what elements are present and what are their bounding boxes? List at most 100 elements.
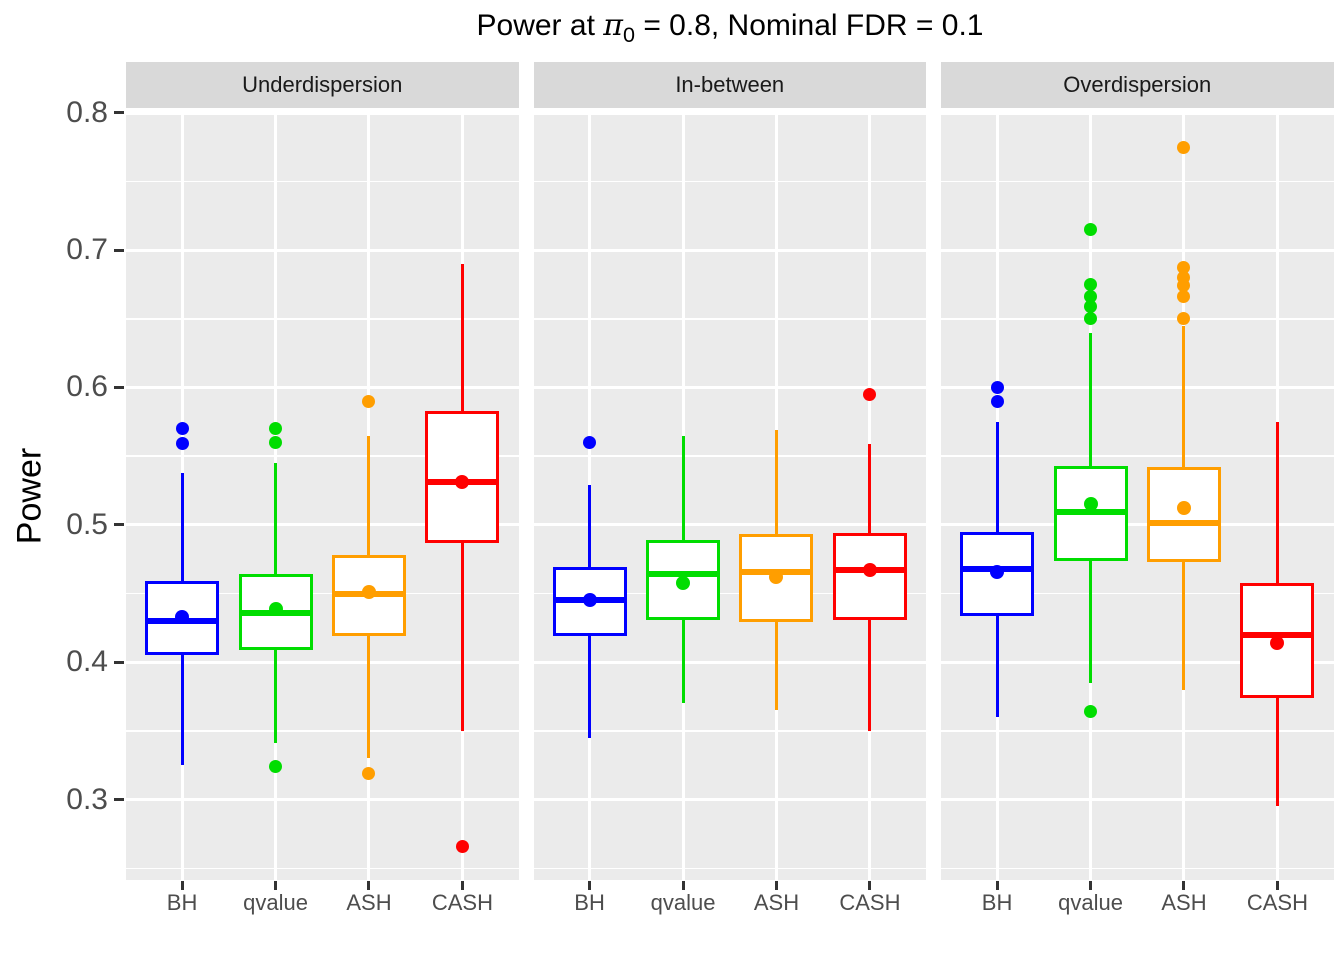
boxplot-outlier-dot [269,435,283,449]
boxplot-outlier-dot [1084,705,1098,719]
boxplot-mean-dot [582,593,597,608]
gridline-minor [533,730,926,732]
chart-title: Power at π0 = 0.8, Nominal FDR = 0.1 [126,8,1334,48]
boxplot-mean-dot [361,585,376,600]
x-tick-label: ASH [1161,890,1207,915]
gridline-major [941,112,1334,115]
boxplot-mean-dot [175,609,190,624]
boxplot-outlier-dot [269,760,283,774]
boxplot-mean-dot [990,564,1005,579]
gridline-major [126,112,519,115]
x-tick-mark [367,881,371,890]
boxplot-mean-dot [769,570,784,585]
gridline-major [533,798,926,802]
boxplot-outlier-dot [362,767,376,781]
gridline-major [941,660,1334,664]
gridline-minor [941,730,1334,732]
gridline-minor [941,318,1334,320]
y-tick-mark [114,248,124,252]
boxplot-outlier-dot [455,839,469,853]
boxplot-outlier-dot [1084,299,1098,313]
y-tick-mark [114,798,124,802]
x-tick-mark [1182,881,1186,890]
x-tick-mark [774,881,778,890]
y-tick-label: 0.3 [66,782,108,816]
y-tick-label: 0.4 [66,645,108,679]
gridline-major [941,523,1334,527]
facet-strip-label: In-between [675,72,785,97]
gridline-major [941,248,1334,252]
pi-subscript: 0 [622,22,635,47]
facet-strip: In-between [533,62,926,108]
gridline-minor [126,318,519,320]
boxplot-mean-dot [1270,636,1285,650]
boxplot-outlier-dot [1177,279,1191,293]
x-tick-label: BH [166,890,198,915]
gridline-minor [533,455,926,457]
boxplot-outlier-dot [863,387,877,401]
x-tick-mark [1089,881,1093,890]
gridline-minor [941,455,1334,457]
x-tick-mark [681,881,685,890]
facet-strip-label: Underdispersion [242,72,403,97]
x-tick-mark [274,881,278,890]
gridline-minor [126,455,519,457]
boxplot-mean-dot [676,575,691,590]
x-tick-label: qvalue [650,890,716,915]
y-tick-mark [114,523,124,527]
y-tick-label: 0.7 [66,233,108,267]
x-tick-label: ASH [753,890,800,915]
x-tick-mark [995,881,999,890]
boxplot-median [1146,520,1221,527]
boxplot-outlier-dot [1177,312,1191,326]
gridline-minor [126,592,519,595]
boxplot-outlier-dot [990,394,1004,408]
boxplot-outlier-dot [362,394,376,408]
x-tick-label: qvalue [1058,890,1123,915]
gridline-minor [126,730,519,732]
gridline-major [941,798,1334,802]
x-tick-label: BH [981,890,1013,915]
boxplot-outlier-dot [269,422,283,436]
boxplot-mean-dot [455,475,470,490]
y-tick-label: 0.5 [66,507,108,541]
boxplot-median [646,571,721,578]
boxplot-outlier-dot [175,422,189,436]
boxplot-outlier-dot [1084,312,1098,326]
boxplot-outlier-dot [175,437,189,451]
x-tick-label: BH [574,890,605,915]
x-tick-mark [1275,881,1279,890]
gridline-major [126,523,519,527]
gridline-major [533,385,926,389]
gridline-major [126,660,519,664]
gridline-minor [533,318,926,320]
y-tick-label: 0.8 [66,95,108,129]
y-tick-mark [114,660,124,664]
boxplot-outlier-dot [1084,222,1098,236]
gridline-minor [941,180,1334,183]
x-tick-label: CASH [431,890,493,915]
boxplot-mean-dot [1176,501,1191,516]
gridline-major [941,385,1334,389]
boxplot-mean-dot [862,563,877,578]
boxplot-outlier-dot [1177,290,1191,304]
gridline-minor [941,867,1334,870]
boxplot-median [1240,631,1315,638]
gridline-major [126,248,519,252]
chart-title-prefix: Power at [476,9,604,42]
gridline-minor [533,867,926,870]
y-tick-label: 0.6 [66,370,108,404]
chart-title-suffix: = 0.8, Nominal FDR = 0.1 [634,9,984,42]
facet-panel [533,112,926,880]
boxplot-mean-dot [268,601,283,616]
gridline-minor [533,592,926,595]
x-tick-label: qvalue [243,890,308,915]
x-tick-label: CASH [839,890,901,915]
boxplot-outlier-dot [583,435,597,449]
boxplot-outlier-dot [1084,277,1098,291]
boxplot-mean-dot [1083,497,1098,512]
pi-symbol: π [603,8,623,43]
x-tick-label: CASH [1246,890,1308,915]
gridline-major [126,385,519,389]
